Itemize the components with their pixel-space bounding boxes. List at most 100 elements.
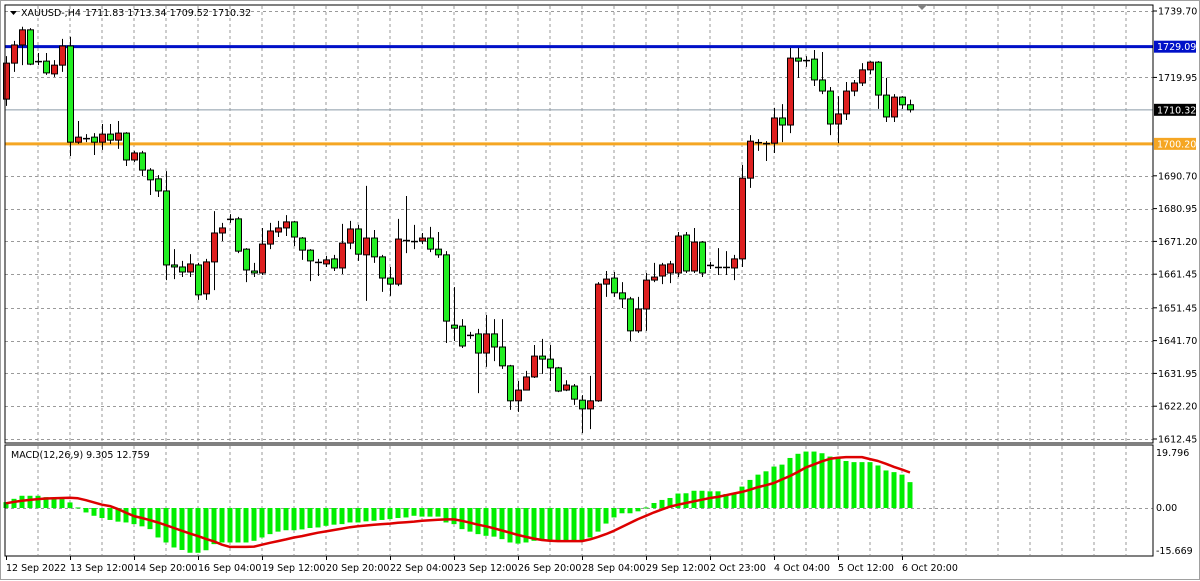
candle-body	[907, 104, 914, 111]
candle	[371, 229, 378, 263]
candle	[155, 175, 162, 197]
time-tick-label: 16 Sep 04:00	[198, 563, 261, 574]
candle	[675, 231, 682, 278]
candle-body	[699, 241, 706, 274]
macd-histogram-bar	[395, 508, 401, 519]
time-tick-label: 6 Oct 20:00	[902, 563, 958, 574]
candle	[467, 331, 474, 339]
candle-body	[11, 44, 18, 64]
candle-body	[523, 376, 530, 391]
price-tick-label: 1641.70	[1158, 336, 1197, 347]
macd-histogram-bar	[883, 470, 889, 508]
time-tick-label: 14 Sep 20:00	[134, 563, 197, 574]
candle	[291, 220, 298, 247]
candle	[187, 254, 194, 278]
candle	[787, 47, 794, 134]
macd-histogram-bar	[499, 508, 505, 540]
macd-histogram-bar	[259, 508, 265, 538]
macd-histogram-bar	[43, 497, 49, 508]
macd-histogram-bar	[411, 508, 417, 516]
macd-histogram-bar	[619, 508, 625, 514]
macd-histogram-bar	[587, 508, 593, 538]
macd-histogram-bar	[323, 508, 329, 526]
candle-body	[747, 140, 754, 179]
price-badge-resistance	[1154, 40, 1196, 53]
macd-histogram-bar	[99, 508, 105, 519]
candle-body	[459, 325, 466, 347]
candle-body	[859, 69, 866, 84]
macd-histogram-bar	[803, 451, 809, 508]
macd-histogram-bar	[907, 482, 913, 508]
chart-shift-marker-icon[interactable]	[917, 5, 927, 10]
macd-histogram-bar	[563, 508, 569, 541]
candle-body	[283, 221, 290, 229]
macd-histogram-bar	[547, 508, 553, 541]
macd-histogram-bar	[483, 508, 489, 536]
macd-tick-label: 0.00	[1156, 503, 1177, 514]
candle-body	[691, 241, 698, 272]
macd-histogram-bar	[179, 508, 185, 550]
candle	[627, 296, 634, 341]
macd-histogram-bar	[91, 508, 97, 516]
candle	[683, 231, 690, 274]
price-tick-label: 1719.95	[1158, 73, 1197, 84]
macd-histogram-bar	[707, 491, 713, 508]
candle-body	[547, 358, 554, 369]
candle	[123, 132, 130, 167]
price-tick-label: 1739.70	[1158, 7, 1197, 18]
candle-body	[291, 221, 298, 238]
price-axis: 1739.70 1719.95 1690.70 1680.95 1671.20 1661.…	[1153, 7, 1197, 446]
macd-histogram-bar	[579, 508, 585, 541]
candle-body	[171, 264, 178, 268]
macd-histogram-bar	[235, 508, 241, 543]
candle-body	[539, 355, 546, 360]
macd-histogram-bar	[819, 453, 825, 508]
macd-tick-label: -15.669	[1156, 546, 1193, 557]
candle-body	[179, 266, 186, 273]
macd-histogram-bar	[339, 508, 345, 525]
macd-histogram-bar	[443, 508, 449, 523]
ohlc-readout: 1711.83 1713.34 1709.52 1710.32	[85, 8, 251, 19]
macd-histogram-bar	[491, 508, 497, 537]
candle	[635, 296, 642, 333]
candle	[355, 224, 362, 261]
candle-body	[147, 169, 154, 181]
macd-histogram-bar	[379, 508, 385, 520]
candle-body	[795, 57, 802, 62]
candle	[27, 28, 34, 66]
candle	[891, 94, 898, 122]
candle-body	[251, 270, 258, 274]
candle	[715, 248, 722, 276]
main-panel-frame	[4, 4, 1154, 444]
candle	[299, 237, 306, 260]
candle-body	[451, 324, 458, 329]
candle-body	[27, 29, 34, 65]
candle-body	[163, 190, 170, 266]
triangle-down-icon[interactable]	[10, 11, 17, 15]
candle-body	[731, 258, 738, 269]
price-badge-bid	[1154, 103, 1196, 116]
candle-body	[643, 279, 650, 310]
candle-body	[203, 261, 210, 295]
candle-body	[211, 232, 218, 263]
candle	[755, 139, 762, 151]
level-lines	[5, 45, 1153, 146]
macd-histogram-bar	[843, 461, 849, 508]
candle-body	[563, 384, 570, 391]
macd-histogram-bar	[515, 508, 521, 544]
grid	[5, 6, 1153, 555]
macd-histogram-bar	[811, 451, 817, 508]
macd-histogram-bar	[147, 508, 153, 530]
candle-body	[875, 61, 882, 96]
macd-histogram-bar	[123, 508, 129, 523]
price-tick-label: 1690.70	[1158, 171, 1197, 182]
candle-body	[595, 283, 602, 402]
candle-body	[683, 234, 690, 272]
candle	[747, 135, 754, 188]
candle	[667, 260, 674, 284]
macd-histogram-bar	[667, 497, 673, 508]
candle-body	[219, 227, 226, 234]
candle-body	[843, 90, 850, 115]
